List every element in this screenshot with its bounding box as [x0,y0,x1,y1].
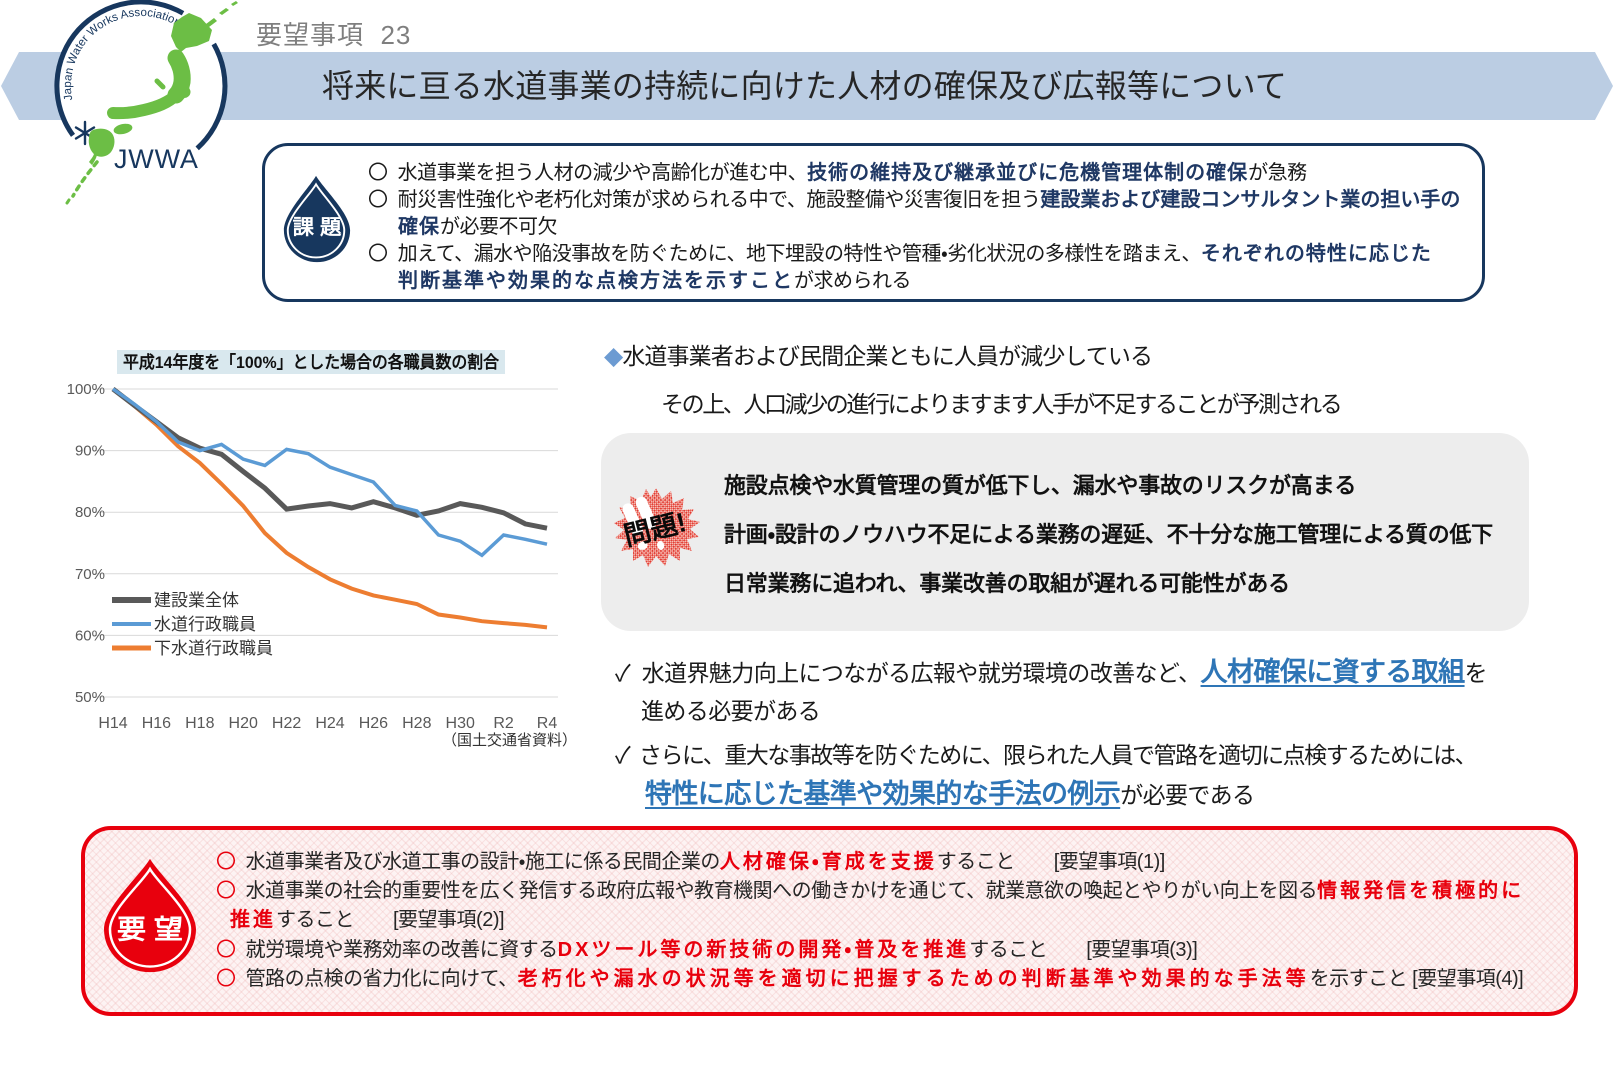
svg-text:H18: H18 [185,715,214,732]
svg-text:H30: H30 [446,715,475,732]
svg-text:課 題: 課 題 [293,216,343,239]
svg-text:R4: R4 [537,715,558,732]
svg-text:70%: 70% [75,566,105,583]
svg-text:H20: H20 [229,715,258,732]
svg-text:100%: 100% [67,381,105,398]
svg-text:下水道行政職員: 下水道行政職員 [154,639,273,658]
svg-text:H28: H28 [402,715,431,732]
svg-text:建設業全体: 建設業全体 [154,591,239,610]
svg-text:平成14年度を「100%」とした場合の各職員数の割合: 平成14年度を「100%」とした場合の各職員数の割合 [123,352,500,372]
svg-text:80%: 80% [75,504,105,521]
svg-text:60%: 60% [75,627,105,644]
svg-text:H22: H22 [272,715,301,732]
svg-text:H26: H26 [359,715,388,732]
svg-text:要 望: 要 望 [117,915,183,945]
svg-text:R2: R2 [493,715,514,732]
svg-text:50%: 50% [75,689,105,706]
svg-text:90%: 90% [75,443,105,460]
svg-text:H16: H16 [142,715,171,732]
svg-text:水道行政職員: 水道行政職員 [154,615,256,634]
svg-text:JWWA: JWWA [114,144,199,174]
svg-text:H24: H24 [315,715,344,732]
svg-text:（国土交通省資料）: （国土交通省資料） [442,732,577,749]
svg-text:H14: H14 [98,715,127,732]
